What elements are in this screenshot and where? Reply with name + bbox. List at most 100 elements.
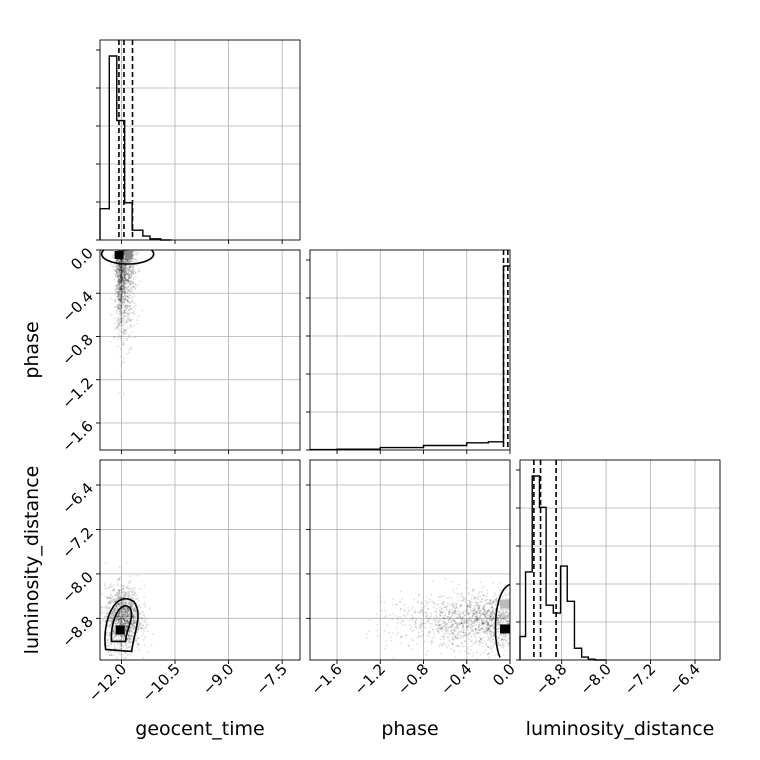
scatter-point <box>477 619 480 622</box>
scatter-point <box>119 286 122 288</box>
scatter-point <box>134 619 136 622</box>
scatter-point <box>440 628 443 630</box>
scatter-point <box>120 292 123 295</box>
scatter-point <box>122 268 125 271</box>
scatter-point <box>486 628 489 631</box>
scatter-point <box>123 599 126 602</box>
scatter-point <box>463 640 466 643</box>
scatter-point <box>123 608 126 611</box>
scatter-point <box>124 615 127 617</box>
scatter-point <box>455 606 458 608</box>
scatter-point <box>447 619 450 622</box>
scatter-point <box>137 643 140 646</box>
scatter-point <box>460 621 463 624</box>
scatter-point <box>119 603 121 606</box>
scatter-point <box>397 618 399 621</box>
scatter-point <box>116 616 119 619</box>
scatter-point <box>451 635 454 638</box>
scatter-point <box>124 632 127 635</box>
scatter-point <box>116 319 118 322</box>
scatter-point <box>482 651 485 654</box>
scatter-point <box>478 590 481 593</box>
scatter-point <box>110 653 113 656</box>
scatter-point <box>124 606 127 609</box>
scatter-point <box>124 642 127 645</box>
scatter-point <box>120 259 123 262</box>
scatter-point <box>116 274 119 277</box>
scatter-point <box>123 290 126 293</box>
scatter-point <box>118 307 121 309</box>
scatter-point <box>441 620 444 622</box>
scatter-point <box>469 601 472 604</box>
scatter-point <box>442 625 445 628</box>
scatter-point <box>427 618 430 620</box>
scatter-point <box>116 259 119 262</box>
scatter-point <box>492 601 495 604</box>
scatter-point <box>479 601 482 604</box>
scatter-point <box>117 578 120 581</box>
scatter-point <box>492 617 495 619</box>
scatter-point <box>118 296 121 298</box>
scatter-point <box>462 625 465 628</box>
scatter-point <box>120 609 122 611</box>
scatter-point <box>118 605 120 608</box>
scatter-point <box>120 322 122 325</box>
scatter-point <box>133 610 135 612</box>
scatter-point <box>490 613 493 616</box>
scatter-point <box>127 588 130 591</box>
scatter-point <box>477 598 480 601</box>
scatter-point <box>118 612 121 615</box>
scatter-point <box>483 605 486 608</box>
scatter-point <box>460 605 463 607</box>
scatter-point <box>503 618 505 621</box>
scatter-point <box>466 605 469 608</box>
scatter-point <box>112 654 115 657</box>
scatter-point <box>133 607 136 609</box>
scatter-point <box>118 267 120 270</box>
scatter-point <box>490 618 493 621</box>
scatter-point <box>120 281 123 284</box>
scatter-point <box>116 309 118 312</box>
scatter-point <box>117 598 120 601</box>
scatter-point <box>468 616 471 619</box>
scatter-point <box>132 324 135 327</box>
scatter-point <box>110 596 113 599</box>
x-tick-label: −0.8 <box>394 660 432 698</box>
scatter-point <box>489 613 492 616</box>
scatter-point <box>124 277 127 280</box>
scatter-point <box>475 611 478 614</box>
scatter-point <box>119 286 122 289</box>
scatter-point <box>126 619 129 622</box>
scatter-point <box>128 638 131 640</box>
scatter-point <box>123 635 126 638</box>
scatter-point <box>120 617 123 620</box>
scatter-point <box>118 289 121 292</box>
scatter-point <box>461 617 464 620</box>
scatter-point <box>467 618 470 620</box>
scatter-point <box>114 623 117 626</box>
scatter-point <box>436 630 439 633</box>
scatter-point <box>113 599 116 602</box>
scatter-point <box>114 299 117 302</box>
scatter-point <box>140 627 143 630</box>
scatter-point <box>117 297 120 300</box>
scatter-point <box>480 614 483 617</box>
scatter-point <box>143 643 146 646</box>
scatter-point <box>134 302 136 305</box>
scatter-point <box>376 635 379 638</box>
scatter-point <box>479 637 482 640</box>
scatter-point <box>472 613 475 616</box>
scatter-point <box>497 617 500 619</box>
scatter-point <box>478 605 481 608</box>
scatter-point <box>476 612 479 615</box>
scatter-point <box>127 258 130 261</box>
scatter-point <box>474 613 476 615</box>
scatter-point <box>442 610 445 613</box>
scatter-point <box>115 618 118 621</box>
scatter-point <box>130 605 133 607</box>
scatter-point <box>127 614 129 617</box>
scatter-point <box>478 605 480 608</box>
scatter-point <box>488 626 490 629</box>
scatter-point <box>120 261 123 264</box>
scatter-point <box>383 629 386 632</box>
